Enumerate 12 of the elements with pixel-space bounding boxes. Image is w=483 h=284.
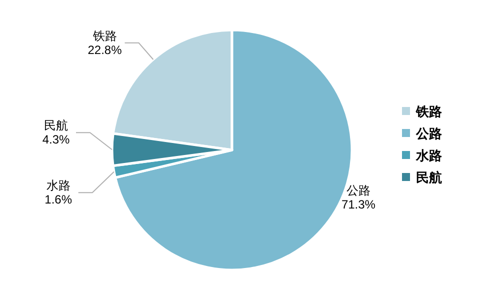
data-label: 22.8% — [88, 42, 122, 57]
legend-label: 铁路 — [415, 104, 442, 119]
data-label: 4.3% — [42, 132, 70, 147]
data-label: 1.6% — [44, 192, 72, 207]
data-label: 71.3% — [341, 198, 376, 212]
slice-label: 民航 — [44, 118, 68, 133]
slice-label: 公路 — [346, 184, 370, 198]
legend-label: 公路 — [415, 126, 442, 141]
slice-label: 铁路 — [92, 28, 117, 43]
legend-label: 民航 — [416, 170, 442, 185]
slice-label: 水路 — [46, 178, 70, 193]
legend-label: 水路 — [415, 148, 442, 163]
